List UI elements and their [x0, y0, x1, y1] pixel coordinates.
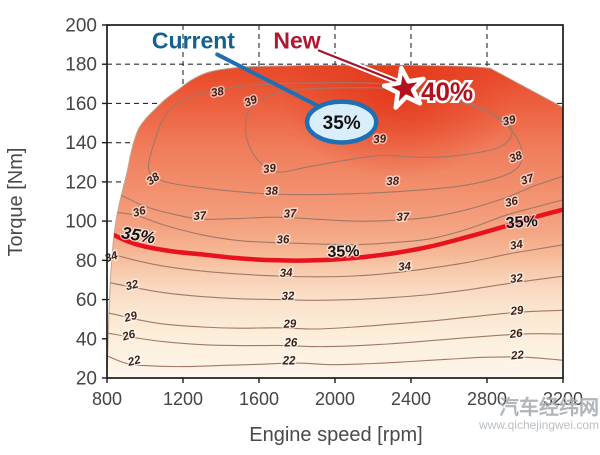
contour-label-34: 34: [398, 261, 412, 274]
contour-label-26: 26: [508, 328, 524, 341]
x-tick-label-800: 800: [92, 389, 122, 409]
contour-label-32: 32: [281, 290, 295, 302]
x-tick-label-2400: 2400: [391, 389, 431, 409]
red-line-35pct-label-2: 35%: [505, 213, 538, 232]
y-tick-label-120: 120: [65, 172, 97, 193]
contour-label-26: 26: [284, 337, 298, 349]
contour-label-32: 32: [509, 272, 524, 286]
y-tick-label-20: 20: [76, 369, 97, 390]
contour-label-26: 26: [120, 328, 137, 344]
y-tick-label-180: 180: [65, 55, 97, 76]
contour-label-34: 34: [509, 239, 524, 253]
y-tick-label-80: 80: [76, 251, 97, 272]
x-tick-label-1600: 1600: [239, 389, 279, 409]
contour-label-29: 29: [282, 318, 297, 330]
new-leader-line: [317, 49, 397, 82]
x-tick-label-2000: 2000: [315, 389, 355, 409]
contour-label-37: 37: [396, 211, 410, 223]
x-tick-label-3200: 3200: [543, 389, 583, 409]
contour-label-22: 22: [510, 349, 525, 362]
contour-label-39: 39: [502, 114, 518, 129]
y-tick-label-60: 60: [76, 290, 97, 311]
new-label: New: [273, 28, 320, 54]
axes: 800 1200 1600 2000 2400 2800 3200 20 40 60 80 100 12…: [65, 16, 583, 410]
y-axis-title: Torque [Nm]: [5, 148, 27, 257]
contour-label-22: 22: [126, 354, 143, 369]
new-40pct-value: 40%: [421, 77, 473, 107]
annotations: 35% Current 40% New: [152, 28, 476, 145]
y-tick-label-200: 200: [65, 16, 97, 37]
contour-line-39: [244, 87, 513, 173]
current-35pct-value: 35%: [323, 113, 361, 134]
contour-line-34: [107, 244, 563, 278]
contour-label-36: 36: [504, 195, 520, 210]
contour-line-22: [107, 354, 563, 368]
contour-label-29: 29: [122, 310, 139, 326]
contour-label-39: 39: [262, 162, 277, 176]
red-line-35pct-label-1: 35%: [327, 243, 360, 261]
current-label: Current: [152, 28, 235, 54]
watermark-site-name: 汽车经纬网: [499, 395, 599, 419]
contour-line-37: [107, 175, 563, 222]
x-axis-title: Engine speed [rpm]: [249, 424, 422, 446]
contour-label-32: 32: [124, 278, 140, 293]
contour-label-37: 37: [283, 208, 297, 221]
contour-label-39: 39: [373, 133, 387, 146]
contour-line-35-red: [107, 207, 563, 263]
y-tick-label-140: 140: [65, 133, 97, 154]
contour-label-37: 37: [520, 172, 536, 188]
contour-label-29: 29: [509, 305, 525, 318]
contour-line-26: [107, 332, 563, 348]
x-tick-label-1200: 1200: [163, 389, 203, 409]
y-tick-label-100: 100: [65, 212, 97, 233]
contour-label-22: 22: [282, 356, 296, 368]
x-tick-label-2800: 2800: [467, 389, 507, 409]
watermark-site-url: www.qichejingwei.com: [478, 418, 599, 432]
contour-label-36: 36: [132, 205, 148, 220]
contour-label-34: 34: [280, 267, 294, 280]
current-sweet-spot-ellipse: [304, 99, 379, 145]
new-star-icon: [381, 65, 426, 110]
contour-label-38: 38: [386, 176, 400, 189]
contour-line-32: [107, 275, 563, 301]
y-tick-label-160: 160: [65, 94, 97, 115]
contour-lines: [107, 82, 563, 368]
contour-label-38: 38: [265, 185, 279, 198]
contour-label-36: 36: [276, 234, 290, 247]
contour-line-29: [107, 309, 563, 330]
contour-label-37: 37: [193, 210, 207, 223]
y-tick-label-40: 40: [76, 329, 97, 350]
current-leader-line: [215, 52, 323, 110]
contour-line-36: [107, 198, 563, 246]
contour-label-38: 38: [210, 86, 225, 100]
contours-clipped: [107, 82, 563, 368]
